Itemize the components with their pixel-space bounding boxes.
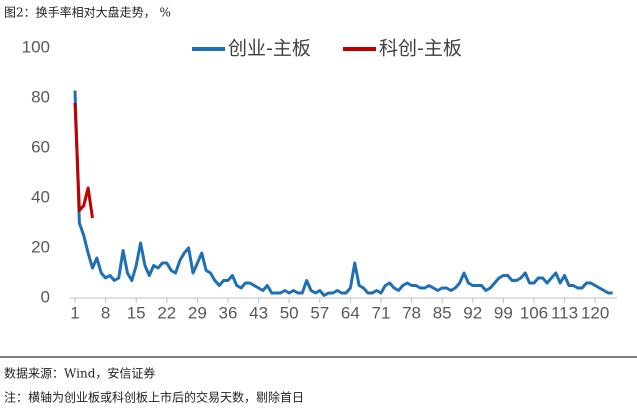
x-tick-label: 29 bbox=[188, 303, 207, 322]
x-tick-label: 8 bbox=[101, 303, 110, 322]
y-tick-label: 40 bbox=[31, 187, 50, 206]
note: 注：横轴为创业板或科创板上市后的交易天数，剔除首日 bbox=[4, 390, 304, 405]
x-tick-label: 99 bbox=[494, 303, 513, 322]
x-tick-label: 85 bbox=[433, 303, 452, 322]
x-tick-label: 120 bbox=[581, 303, 609, 322]
x-tick-label: 43 bbox=[249, 303, 268, 322]
source: 数据来源：Wind，安信证券 bbox=[4, 366, 155, 381]
x-tick-label: 1 bbox=[70, 303, 79, 322]
x-tick-label: 57 bbox=[310, 303, 329, 322]
x-tick-label: 78 bbox=[402, 303, 421, 322]
chart-title: 图2：换手率相对大盘走势， % bbox=[4, 5, 171, 20]
series-line bbox=[73, 90, 613, 297]
y-tick-label: 80 bbox=[31, 87, 50, 106]
y-tick-label: 0 bbox=[41, 287, 50, 306]
y-tick-label: 20 bbox=[31, 237, 50, 256]
y-tick-label: 100 bbox=[22, 37, 50, 56]
x-tick-label: 113 bbox=[551, 303, 578, 322]
x-tick-label: 36 bbox=[219, 303, 238, 322]
series-line bbox=[73, 102, 94, 219]
x-tick-label: 92 bbox=[463, 303, 482, 322]
x-tick-label: 22 bbox=[157, 303, 176, 322]
x-tick-label: 64 bbox=[341, 303, 360, 322]
x-tick-label: 106 bbox=[520, 303, 548, 322]
legend-label: 创业-主板 bbox=[228, 38, 311, 60]
x-tick-label: 50 bbox=[280, 303, 299, 322]
x-tick-label: 15 bbox=[127, 303, 146, 322]
x-tick-label: 71 bbox=[372, 303, 391, 322]
y-tick-label: 60 bbox=[31, 137, 50, 156]
legend-label: 科创-主板 bbox=[379, 38, 462, 60]
